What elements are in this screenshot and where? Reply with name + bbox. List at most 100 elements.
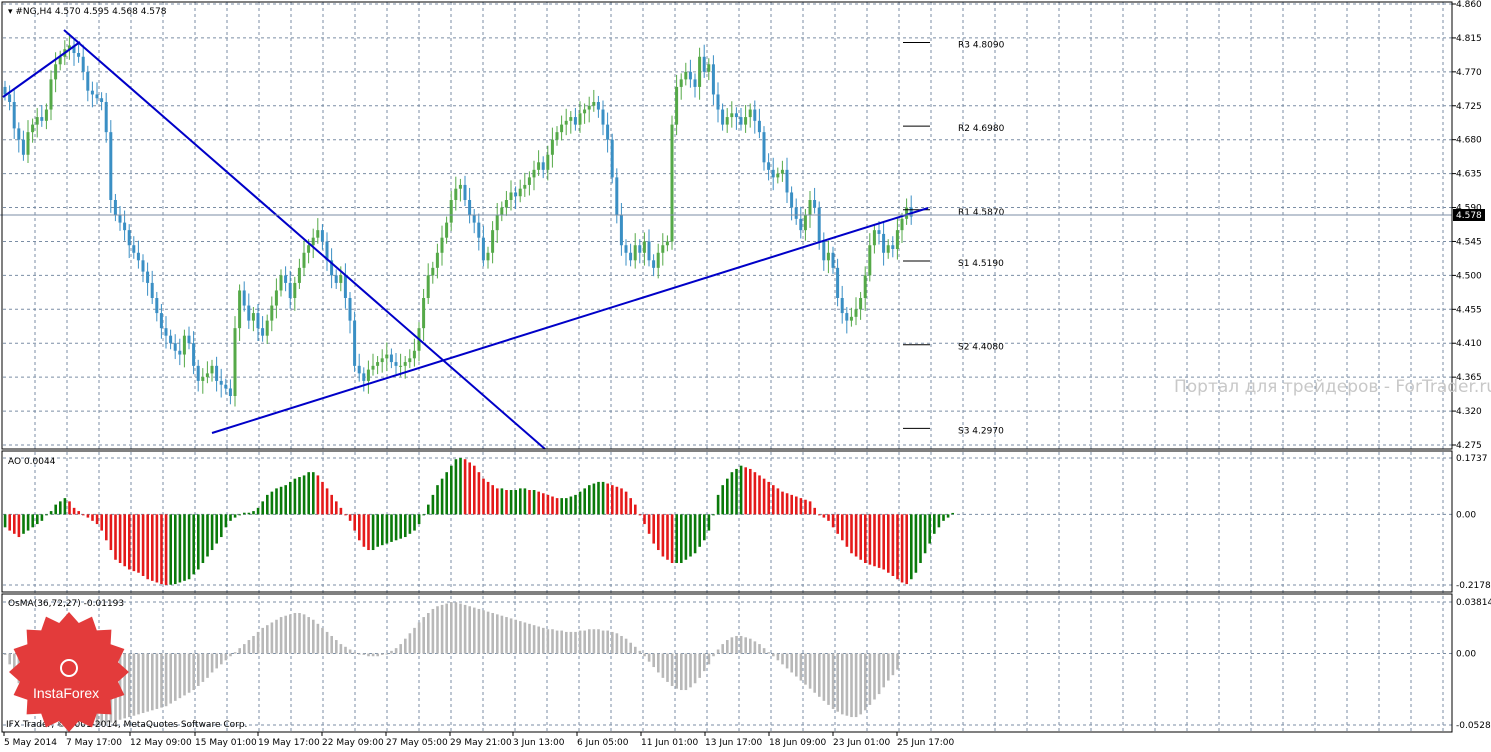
logo-emblem-icon	[60, 659, 78, 677]
pivot-levels: R3 4.8090 R2 4.6980 R1 4.5870 S1 4.5190 S2 4…	[903, 40, 1005, 436]
osma-bar	[247, 640, 251, 654]
price-tick-label: 4.770	[1456, 68, 1482, 78]
ao-bar	[445, 472, 448, 515]
trendline-left[interactable]	[2, 41, 81, 98]
candle	[445, 216, 449, 244]
ao-bar	[394, 514, 398, 541]
ao-bar	[114, 514, 117, 560]
osma-bar	[445, 603, 448, 654]
ao-bar	[100, 514, 103, 531]
osma-bar	[270, 622, 274, 654]
candle	[215, 356, 219, 392]
osma-bar	[141, 653, 145, 714]
osma-bar	[371, 653, 375, 657]
time-tick-label: 7 May 17:00	[66, 738, 122, 748]
ao-bar	[54, 504, 57, 515]
osma-bar	[597, 629, 600, 654]
ao-bar	[247, 512, 251, 515]
osma-bar	[339, 644, 343, 654]
ao-bar	[261, 501, 264, 515]
price-candles	[3, 33, 913, 407]
candle	[596, 95, 600, 118]
candle	[86, 65, 90, 102]
trendline-descending[interactable]	[63, 29, 546, 450]
osma-bar	[891, 653, 895, 676]
ao-bar	[169, 514, 172, 585]
osma-bar	[427, 613, 430, 654]
price-tick-label: 4.410	[1456, 339, 1482, 349]
ao-bar	[40, 514, 44, 521]
candle	[141, 254, 145, 283]
ao-bar	[776, 488, 780, 515]
ao-bar	[721, 485, 724, 515]
candle	[247, 293, 251, 329]
ao-bar	[463, 459, 467, 515]
ao-bar	[946, 514, 950, 518]
ao-bar	[72, 507, 76, 515]
osma-bar	[546, 629, 550, 654]
candle	[132, 236, 136, 259]
osma-panel-border	[1, 593, 1453, 733]
candle	[403, 356, 407, 379]
candle	[155, 291, 159, 322]
ao-bar	[808, 501, 812, 515]
trendlines[interactable]	[2, 29, 929, 450]
osma-bar	[284, 615, 287, 654]
trendline-ascending[interactable]	[211, 207, 929, 434]
candle	[173, 334, 177, 360]
ao-bar	[390, 514, 393, 542]
ao-bar	[436, 485, 439, 515]
candle	[831, 246, 835, 274]
ao-bar	[243, 512, 246, 515]
osma-bar	[440, 604, 444, 654]
copyright-text: IFX Trader, © 2001-2014, MetaQuotes Soft…	[6, 720, 247, 730]
ao-bar	[123, 514, 126, 567]
osma-bar	[873, 653, 876, 700]
candle	[334, 269, 338, 289]
ao-bar	[799, 498, 803, 515]
ao-bar	[298, 477, 301, 515]
ao-bar	[192, 514, 195, 575]
ao-bar	[928, 514, 931, 544]
osma-bar	[887, 653, 890, 681]
candle	[675, 74, 679, 136]
osma-bar	[753, 641, 757, 654]
osma-bar	[588, 629, 591, 654]
osma-bar	[827, 653, 830, 705]
candle	[661, 233, 665, 266]
osma-bar	[404, 638, 407, 654]
osma-bar	[256, 631, 260, 654]
ao-bar	[95, 514, 99, 525]
ao-tick-label: 0.1737	[1456, 454, 1488, 464]
candle	[523, 172, 527, 197]
ao-bar	[183, 514, 186, 581]
ao-bar	[210, 514, 214, 551]
osma-bar	[661, 653, 665, 678]
ao-bar	[703, 514, 706, 541]
ao-bar	[896, 514, 899, 580]
candle	[146, 262, 150, 296]
ao-bar	[491, 485, 494, 515]
ao-bar	[155, 514, 159, 583]
ao-bar	[36, 514, 39, 525]
price-tick-label: 4.545	[1456, 237, 1482, 247]
osma-bar	[578, 630, 582, 654]
candle	[877, 221, 881, 245]
ao-bar	[404, 514, 407, 538]
watermark-text: Портал для трейдеров - ForTrader.ru	[1174, 377, 1491, 397]
time-tick-label: 19 May 17:00	[258, 738, 320, 748]
osma-bar	[275, 619, 278, 654]
osma-bar	[468, 606, 471, 654]
ao-bar	[643, 514, 646, 525]
ao-bar	[836, 514, 839, 534]
osma-bar	[344, 646, 347, 654]
candle	[297, 258, 301, 289]
ao-bar	[767, 481, 770, 515]
ao-bar	[422, 514, 425, 516]
symbol-header: ▾ #NG,H4 4.570 4.595 4.568 4.578	[8, 7, 167, 17]
osma-bar	[749, 638, 752, 654]
time-tick-label: 22 May 09:00	[322, 738, 384, 748]
ao-bar	[289, 481, 292, 515]
osma-bar	[335, 640, 338, 654]
